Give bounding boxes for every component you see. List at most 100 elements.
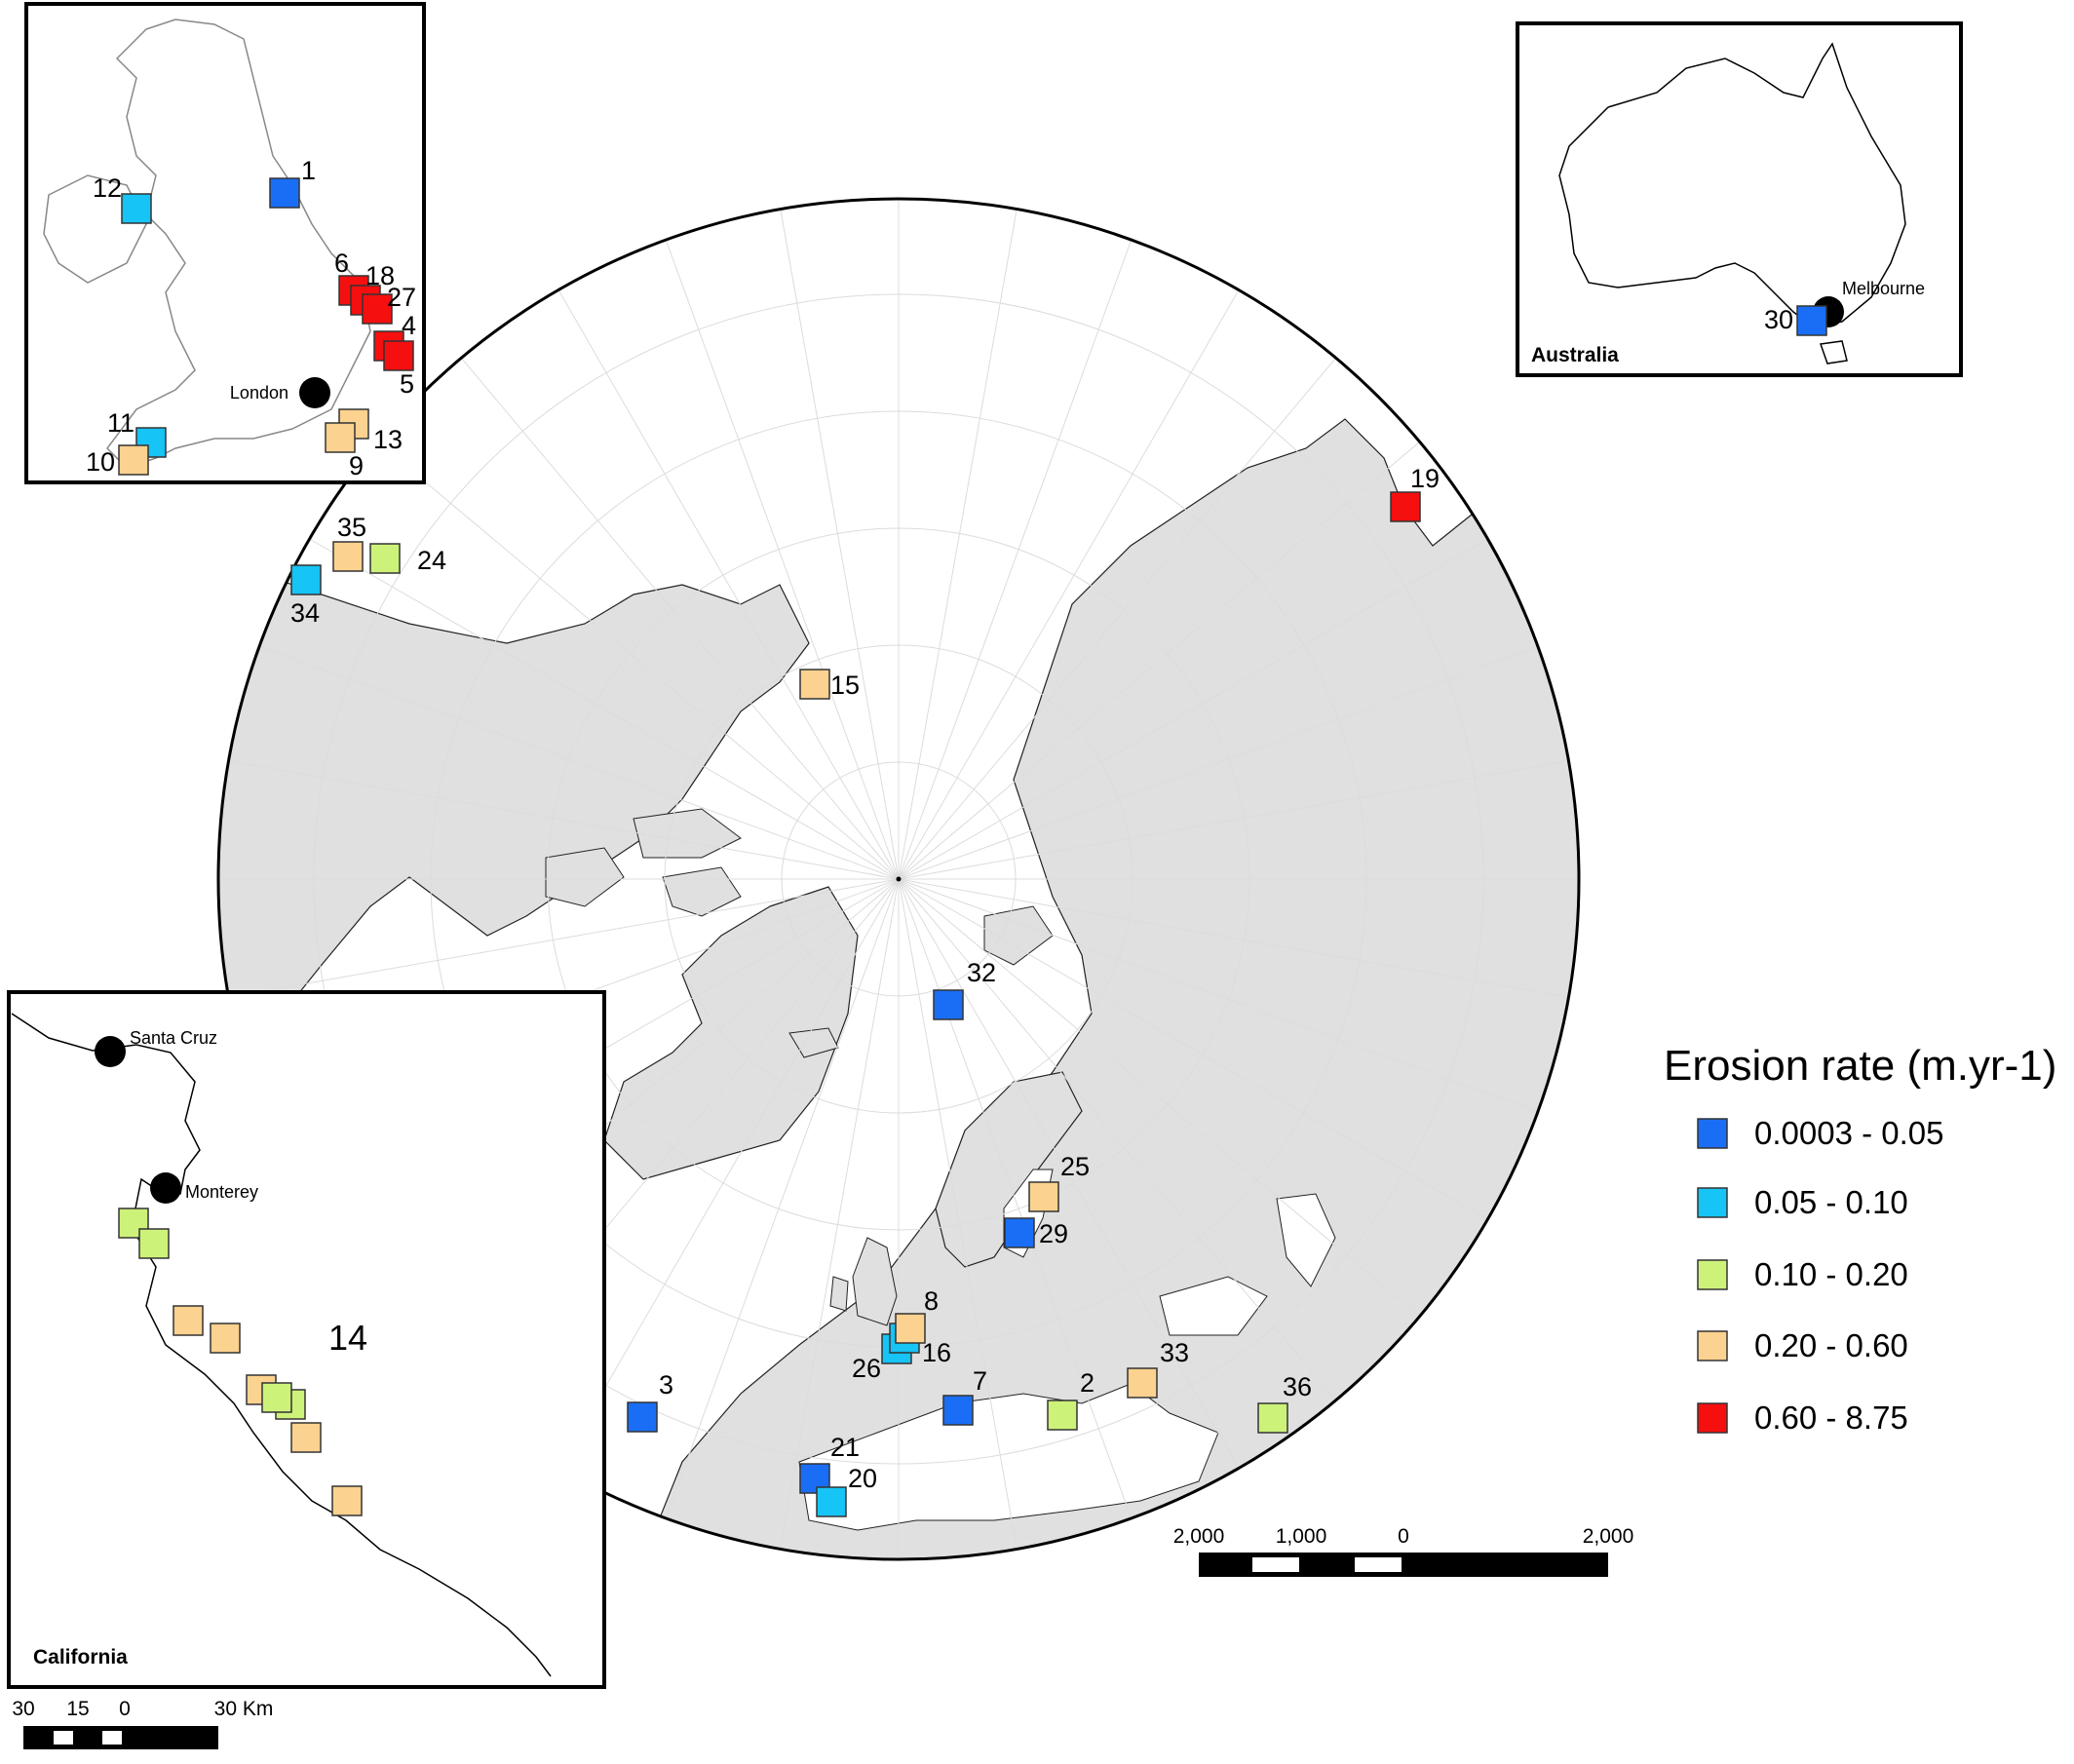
site-marker[interactable] [331, 1485, 363, 1516]
site-marker[interactable] [1028, 1181, 1059, 1212]
site-marker[interactable] [290, 1422, 322, 1453]
site-label: 33 [1160, 1338, 1189, 1367]
meridian-line [898, 878, 1240, 1469]
legend-swatch [1697, 1330, 1728, 1361]
meridian-line [898, 878, 1337, 1401]
site-marker[interactable] [173, 1305, 204, 1336]
scale-label: 0 [119, 1698, 131, 1720]
site-marker[interactable] [383, 340, 414, 371]
meridian-line [665, 878, 900, 1519]
site-label: 26 [852, 1354, 881, 1383]
legend-swatch [1697, 1187, 1728, 1218]
site-label: 5 [400, 369, 414, 399]
landmasses [218, 199, 1579, 1559]
british-isles-land [829, 1237, 898, 1326]
site-label: 21 [830, 1433, 860, 1462]
legend-title: Erosion rate (m.yr-1) [1664, 1042, 2056, 1090]
california-inset: Santa Cruz Monterey 14 California [7, 990, 606, 1689]
north-america-land [218, 545, 810, 1073]
greenland-land [603, 886, 859, 1180]
site-marker[interactable] [362, 293, 393, 325]
site-marker[interactable] [799, 1463, 830, 1494]
site-marker[interactable] [627, 1401, 658, 1433]
main-map-sites: 19 35 24 34 15 32 25 29 8 16 26 3 7 2 33… [290, 464, 1440, 1517]
site-label: 6 [334, 249, 349, 278]
site-marker[interactable] [369, 543, 401, 574]
site-marker[interactable] [1796, 305, 1827, 336]
site-label: 2 [1080, 1368, 1095, 1398]
meridian-line [898, 289, 1240, 880]
meridian-line [898, 878, 1133, 1519]
site-marker[interactable] [121, 193, 152, 224]
scale-label: 2,000 [1583, 1525, 1634, 1548]
site-label: 14 [328, 1318, 367, 1358]
meridian-line [898, 878, 1421, 1318]
australia-inset: Melbourne 30 Australia [1516, 21, 1963, 377]
city-label: Monterey [185, 1182, 258, 1202]
site-marker[interactable] [1257, 1402, 1288, 1434]
site-label: 27 [387, 283, 416, 312]
meridian-line [898, 878, 1539, 1113]
mediterranean-sea [798, 1383, 1219, 1531]
site-label: 29 [1039, 1219, 1068, 1248]
meridian-line [898, 239, 1133, 880]
site-marker[interactable] [325, 422, 356, 453]
meridian-line [665, 239, 900, 880]
site-marker[interactable] [1390, 491, 1421, 522]
meridian-line [258, 645, 900, 880]
legend-label: 0.05 - 0.10 [1754, 1184, 1908, 1220]
meridian-line [557, 289, 900, 880]
site-label: 34 [290, 598, 320, 628]
site-marker[interactable] [1047, 1400, 1078, 1431]
meridian-line [898, 878, 1488, 1220]
site-label: 16 [922, 1338, 951, 1367]
site-label: 13 [373, 425, 403, 454]
scale-label: 1,000 [1276, 1525, 1327, 1548]
meridian-line [898, 645, 1539, 880]
site-marker[interactable] [261, 1382, 292, 1413]
site-label: 15 [830, 671, 860, 700]
site-marker[interactable] [933, 989, 964, 1020]
site-label: 30 [1764, 305, 1793, 334]
meridian-line [460, 357, 900, 880]
site-label: 12 [93, 173, 122, 203]
city-label: London [230, 383, 288, 403]
city-label: Santa Cruz [130, 1028, 217, 1048]
site-marker[interactable] [1127, 1367, 1158, 1399]
inset-title: California [33, 1646, 128, 1668]
site-label: 20 [848, 1464, 877, 1493]
main-scale-bar: 2,000 1,000 0 2,000 [1173, 1525, 1634, 1577]
site-marker[interactable] [332, 541, 364, 572]
meridian-line [780, 878, 900, 1550]
site-marker[interactable] [942, 1395, 974, 1426]
site-marker[interactable] [816, 1486, 847, 1517]
scale-label: 30 [12, 1698, 34, 1720]
meridian-line [780, 209, 900, 880]
scale-label: 2,000 [1173, 1525, 1225, 1548]
site-marker[interactable] [1004, 1217, 1035, 1248]
legend-label: 0.10 - 0.20 [1754, 1256, 1908, 1292]
site-marker[interactable] [290, 564, 322, 595]
site-marker[interactable] [799, 669, 830, 700]
site-marker[interactable] [269, 177, 300, 209]
city-dot [299, 377, 330, 408]
site-marker[interactable] [210, 1323, 241, 1354]
australia-coastline [1558, 42, 1906, 364]
site-label: 1 [301, 156, 316, 185]
site-label: 25 [1060, 1152, 1090, 1181]
site-label: 18 [365, 261, 395, 290]
meridian-line [228, 760, 900, 880]
site-label: 32 [967, 958, 996, 987]
site-label: 9 [349, 451, 364, 480]
black-sea [1159, 1276, 1268, 1336]
site-marker[interactable] [895, 1313, 926, 1344]
scale-label: 30 Km [214, 1698, 274, 1720]
legend-swatch [1697, 1402, 1728, 1434]
meridian-line [898, 878, 1018, 1550]
site-marker[interactable] [118, 444, 149, 476]
caspian-sea [1276, 1193, 1336, 1287]
city-label: Melbourne [1842, 279, 1925, 298]
site-marker[interactable] [138, 1228, 170, 1259]
meridian-line [376, 441, 900, 880]
legend-label: 0.0003 - 0.05 [1754, 1115, 1944, 1151]
